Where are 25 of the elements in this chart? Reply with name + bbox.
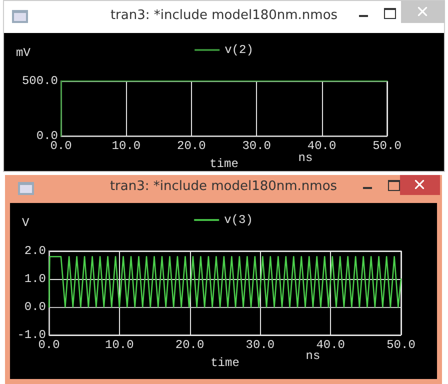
y-tick-label: 0.0 <box>24 300 46 314</box>
x-tick-label: 50.0 <box>386 338 416 352</box>
x-tick-label: 10.0 <box>112 139 141 153</box>
x-axis-title: time <box>210 356 240 370</box>
chart-title: tran3: *include model180nm.nmos <box>110 8 338 23</box>
text: ns <box>306 349 320 363</box>
y-axis-title: V <box>22 216 30 230</box>
x-tick-label: 50.0 <box>372 139 402 153</box>
y-tick-label: 1.0 <box>24 272 46 286</box>
y-tick-label: 500.0 <box>22 74 58 88</box>
y-tick-label: 2.0 <box>24 244 46 258</box>
x-tick-label: 10.0 <box>104 338 134 352</box>
text: ns <box>298 151 313 165</box>
chart-title: tran3: *include model180nm.nmos <box>110 179 338 194</box>
legend-label: v(2) <box>224 43 254 57</box>
x-tick-label: 30.0 <box>246 338 275 352</box>
x-tick-label: 0.0 <box>50 139 72 153</box>
x-tick-label: 30.0 <box>242 139 272 153</box>
y-axis-title: mV <box>16 46 32 60</box>
legend-label: v(3) <box>224 213 253 227</box>
x-axis-title: time <box>210 157 238 171</box>
x-tick-label: 40.0 <box>307 139 336 153</box>
x-tick-label: 40.0 <box>316 338 346 352</box>
x-tick-label: 20.0 <box>176 139 206 153</box>
x-tick-label: 20.0 <box>175 338 204 352</box>
